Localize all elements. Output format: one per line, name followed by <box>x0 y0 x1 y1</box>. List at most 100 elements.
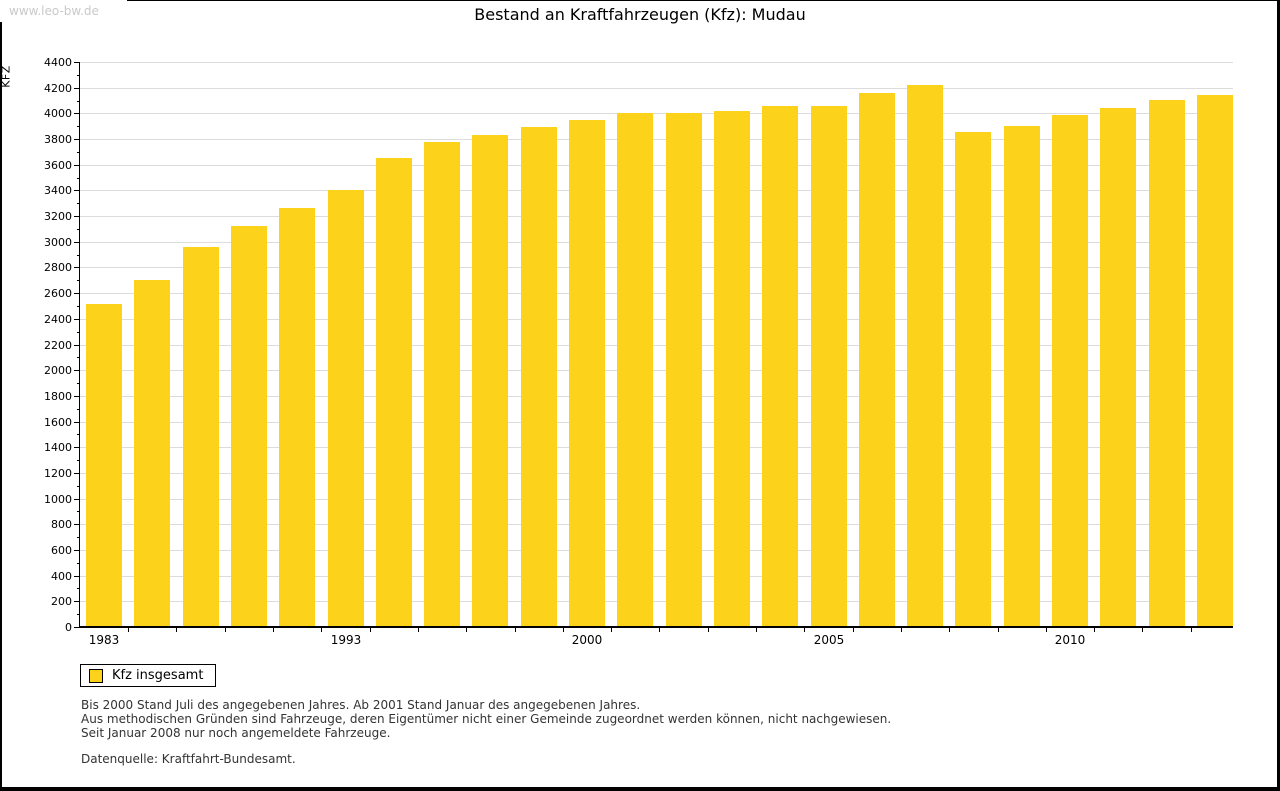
y-axis-tick <box>74 550 80 551</box>
y-axis-tick-label: 1800 <box>44 390 72 403</box>
y-axis-tick-label: 800 <box>51 518 72 531</box>
x-axis-tick <box>853 627 854 632</box>
footnote-line: Seit Januar 2008 nur noch angemeldete Fa… <box>81 726 391 740</box>
y-axis-tick-label: 4200 <box>44 82 72 95</box>
y-axis-tick-label: 2600 <box>44 287 72 300</box>
y-axis-tick-label: 4400 <box>44 56 72 69</box>
y-axis-tick <box>74 422 80 423</box>
y-axis-minor-tick <box>77 486 80 487</box>
y-axis-tick <box>74 396 80 397</box>
y-axis-minor-tick <box>77 75 80 76</box>
bar-1997 <box>424 142 460 627</box>
y-axis-tick-label: 0 <box>65 621 72 634</box>
y-axis-title: KFZ <box>0 65 13 88</box>
y-axis-minor-tick <box>77 178 80 179</box>
bar-2013 <box>1197 95 1233 627</box>
bar-2003 <box>714 111 750 627</box>
gridline <box>80 524 1233 525</box>
bar-2004 <box>762 106 798 627</box>
gridline <box>80 550 1233 551</box>
x-axis-tick <box>1191 627 1192 632</box>
x-axis-tick-label: 1993 <box>330 633 362 647</box>
gridline <box>80 345 1233 346</box>
gridline <box>80 242 1233 243</box>
x-axis-tick <box>273 627 274 632</box>
x-axis-tick <box>708 627 709 632</box>
x-axis-tick <box>128 627 129 632</box>
y-axis-minor-tick <box>77 357 80 358</box>
y-axis-minor-tick <box>77 511 80 512</box>
gridline <box>80 267 1233 268</box>
bar-2007 <box>907 85 943 627</box>
y-axis-tick <box>74 113 80 114</box>
bar-1987 <box>183 247 219 627</box>
y-axis-minor-tick <box>77 332 80 333</box>
bar-1985 <box>134 280 170 627</box>
x-axis-tick <box>1142 627 1143 632</box>
y-axis-tick-label: 1000 <box>44 493 72 506</box>
x-axis-tick-label: 1983 <box>88 633 120 647</box>
bar-2008 <box>955 132 991 627</box>
y-axis-minor-tick <box>77 434 80 435</box>
y-axis-tick <box>74 293 80 294</box>
gridline <box>80 139 1233 140</box>
y-axis-minor-tick <box>77 126 80 127</box>
x-axis-tick <box>321 627 322 632</box>
x-axis-tick-label: 2010 <box>1054 633 1086 647</box>
y-axis-tick-label: 3200 <box>44 210 72 223</box>
x-axis-tick <box>611 627 612 632</box>
y-axis-tick <box>74 524 80 525</box>
y-axis-minor-tick <box>77 409 80 410</box>
x-axis-tick <box>563 627 564 632</box>
x-axis-tick-label: 2000 <box>571 633 603 647</box>
y-axis-tick-label: 2800 <box>44 261 72 274</box>
bar-1995 <box>376 158 412 627</box>
y-axis-tick <box>74 473 80 474</box>
bar-2006 <box>859 93 895 627</box>
x-axis-tick <box>418 627 419 632</box>
y-axis-tick-label: 3800 <box>44 133 72 146</box>
y-axis-tick-label: 2000 <box>44 364 72 377</box>
y-axis-tick-label: 3400 <box>44 184 72 197</box>
y-axis-minor-tick <box>77 152 80 153</box>
gridline <box>80 447 1233 448</box>
y-axis-tick <box>74 267 80 268</box>
y-axis-minor-tick <box>77 280 80 281</box>
y-axis-tick <box>74 139 80 140</box>
bar-2001 <box>617 113 653 627</box>
x-axis-tick <box>1094 627 1095 632</box>
y-axis-tick-label: 1600 <box>44 416 72 429</box>
footnotes: Bis 2000 Stand Juli des angegebenen Jahr… <box>81 698 891 740</box>
x-axis-tick <box>370 627 371 632</box>
y-axis-line <box>79 62 80 628</box>
gridline <box>80 422 1233 423</box>
bar-2000 <box>569 120 605 627</box>
bar-2012 <box>1149 100 1185 627</box>
gridline <box>80 293 1233 294</box>
bar-1998 <box>472 135 508 627</box>
y-axis-minor-tick <box>77 537 80 538</box>
y-axis-tick <box>74 576 80 577</box>
y-axis-tick-label: 4000 <box>44 107 72 120</box>
y-axis-tick <box>74 627 80 628</box>
y-axis-minor-tick <box>77 563 80 564</box>
y-axis-tick <box>74 165 80 166</box>
y-axis-minor-tick <box>77 255 80 256</box>
y-axis-tick-label: 1400 <box>44 441 72 454</box>
y-axis-tick <box>74 190 80 191</box>
legend: Kfz insgesamt <box>80 664 217 687</box>
gridline <box>80 601 1233 602</box>
x-axis-tick <box>659 627 660 632</box>
y-axis-tick-label: 600 <box>51 544 72 557</box>
y-axis-tick <box>74 447 80 448</box>
x-axis-tick <box>756 627 757 632</box>
y-axis-tick-label: 1200 <box>44 467 72 480</box>
y-axis-minor-tick <box>77 306 80 307</box>
y-axis-tick <box>74 242 80 243</box>
x-axis-tick <box>176 627 177 632</box>
y-axis-tick <box>74 88 80 89</box>
gridline <box>80 319 1233 320</box>
gridline <box>80 216 1233 217</box>
y-axis-tick <box>74 62 80 63</box>
